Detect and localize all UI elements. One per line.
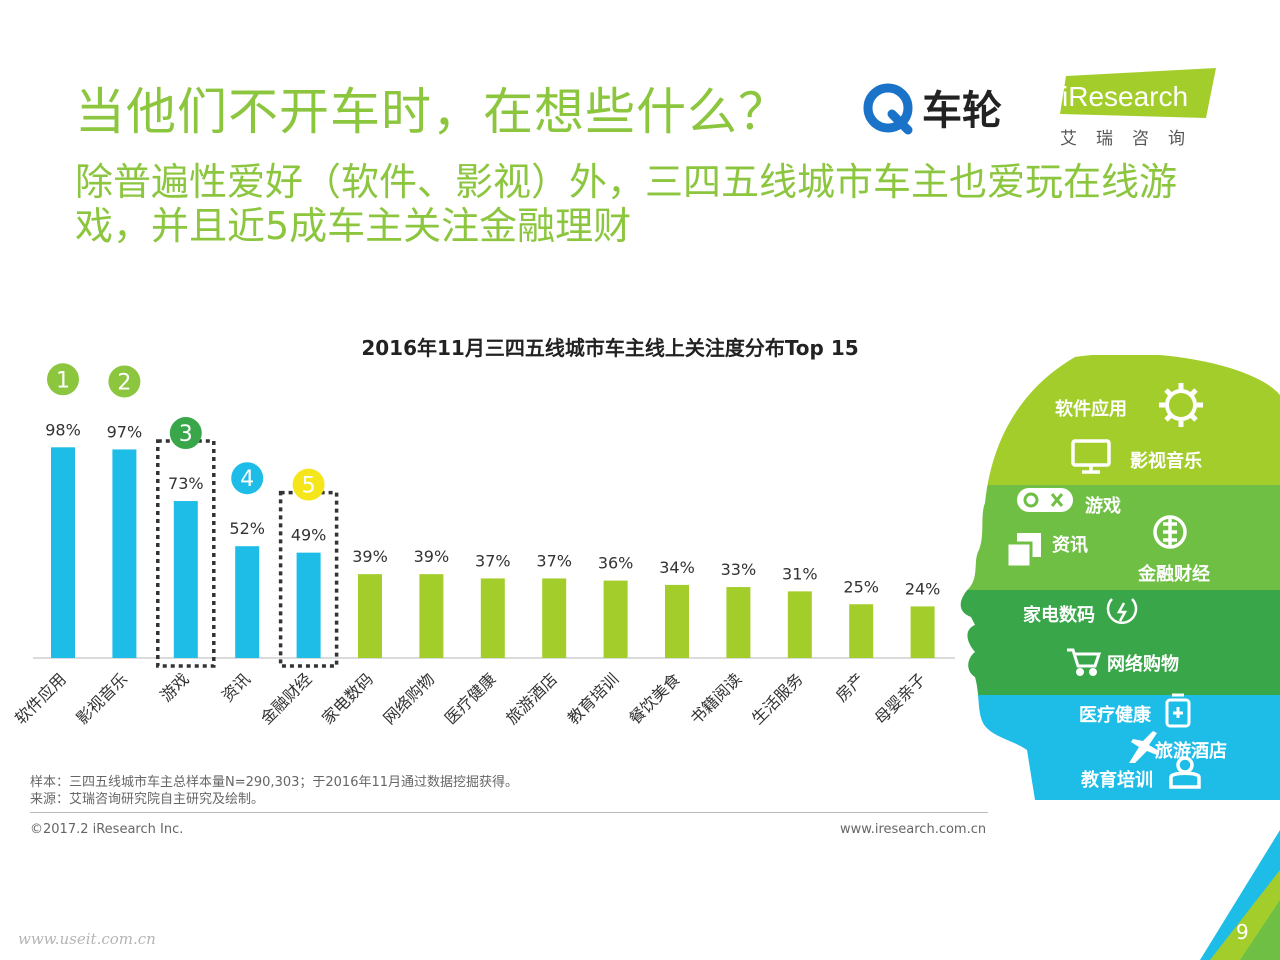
value-label-5: 39%	[352, 547, 388, 566]
bar-13	[849, 604, 874, 658]
rank-badge-4	[231, 462, 264, 495]
bar-11	[726, 587, 751, 658]
head-label-appliances: 家电数码	[1023, 605, 1095, 626]
bar-0	[51, 447, 75, 658]
sample-note: 样本：三四五线城市车主总样本量N=290,303；于2016年11月通过数据挖掘…	[30, 775, 519, 790]
category-label-9: 教育培训	[564, 669, 623, 728]
bar-14	[910, 606, 935, 658]
head-label-software: 软件应用	[1055, 399, 1127, 420]
category-label-8: 旅游酒店	[502, 669, 561, 728]
chekuang-logo-text: 车轮	[922, 88, 1002, 134]
bar-10	[665, 584, 689, 658]
watermark: www.useit.com.cn	[18, 930, 156, 948]
finance-icon	[1153, 515, 1187, 549]
monitor-icon	[1071, 439, 1111, 474]
head-label-medical: 医疗健康	[1079, 705, 1151, 726]
value-label-6: 39%	[414, 547, 450, 566]
category-label-1: 影视音乐	[73, 669, 132, 728]
rank-badge-label-4: 4	[240, 467, 254, 492]
page-number: 9	[1236, 920, 1249, 944]
source-note: 来源：艾瑞咨询研究院自主研究及绘制。	[30, 792, 265, 807]
chekuang-logo: 车轮	[862, 80, 1032, 140]
bar-12	[787, 591, 812, 658]
bar-2	[173, 501, 198, 658]
head-label-video-music: 影视音乐	[1130, 451, 1202, 472]
category-label-4: 金融财经	[257, 669, 316, 728]
copyright: ©2017.2 iResearch Inc.	[30, 822, 184, 837]
iresearch-logo-subtext: 艾瑞咨询	[1060, 129, 1204, 149]
iresearch-logo-text: iResearch	[1062, 81, 1188, 112]
rank-badge-2	[108, 365, 141, 398]
news-icon	[1005, 533, 1041, 569]
chart-notes: 样本：三四五线城市车主总样本量N=290,303；于2016年11月通过数据挖掘…	[30, 774, 518, 808]
category-label-2: 游戏	[157, 669, 193, 705]
value-label-0: 98%	[45, 420, 81, 439]
bar-6	[419, 574, 444, 658]
category-label-0: 软件应用	[11, 669, 70, 728]
bar-chart: 98% 软件应用 97% 影视音乐 73% 游戏 52% 资讯 49% 金融财经 39% 家电数码 39…	[11, 363, 955, 728]
head-label-education: 教育培训	[1081, 770, 1153, 791]
value-label-4: 49%	[291, 526, 327, 545]
value-label-10: 34%	[659, 558, 695, 577]
page-title: 当他们不开车时，在想些什么？	[75, 83, 789, 141]
rank-badge-label-5: 5	[302, 474, 316, 499]
head-label-finance: 金融财经	[1138, 564, 1210, 585]
value-label-2: 73%	[168, 474, 204, 493]
rank-badge-label-1: 1	[56, 368, 70, 393]
appliance-icon	[1106, 598, 1138, 625]
bar-3	[235, 546, 260, 658]
rank-badge-label-3: 3	[179, 422, 193, 447]
rank-badge-5	[292, 468, 325, 501]
value-label-13: 25%	[843, 577, 879, 596]
value-label-12: 31%	[782, 564, 818, 583]
value-label-9: 36%	[598, 554, 634, 573]
gamepad-icon	[1017, 488, 1073, 512]
value-label-8: 37%	[536, 551, 572, 570]
rank-badge-3	[169, 417, 202, 450]
iresearch-logo: iResearch	[1058, 66, 1218, 126]
airplane-icon	[1129, 731, 1159, 763]
cart-icon	[1067, 648, 1102, 676]
corner-decoration	[1200, 830, 1280, 960]
bar-5	[358, 574, 382, 658]
footer-divider	[30, 812, 988, 813]
category-label-3: 资讯	[218, 669, 254, 705]
chart-title: 2016年11月三四五线城市车主线上关注度分布Top 15	[361, 336, 859, 360]
category-label-6: 网络购物	[380, 669, 439, 728]
website-link[interactable]: www.iresearch.com.cn	[840, 822, 987, 837]
head-label-games: 游戏	[1085, 496, 1121, 517]
value-label-14: 24%	[905, 579, 941, 598]
category-label-14: 母婴亲子	[871, 669, 930, 728]
bar-8	[542, 578, 567, 658]
category-label-7: 医疗健康	[441, 669, 500, 728]
head-label-shopping: 网络购物	[1107, 654, 1179, 675]
value-label-11: 33%	[721, 560, 757, 579]
head-label-news: 资讯	[1052, 535, 1088, 556]
category-label-10: 餐饮美食	[625, 669, 684, 728]
category-label-13: 房产	[832, 669, 868, 705]
head-label-travel: 旅游酒店	[1155, 741, 1227, 762]
value-label-7: 37%	[475, 551, 511, 570]
rank-badge-1	[47, 363, 79, 396]
bar-7	[480, 578, 505, 658]
value-label-3: 52%	[229, 519, 265, 538]
rank-badge-label-2: 2	[117, 370, 131, 395]
category-label-5: 家电数码	[318, 669, 377, 728]
bar-9	[603, 580, 628, 658]
head-infographic: 软件应用 影视音乐 游戏 资讯 金融财经 家电数码 网络购物 医疗健康 旅游酒店…	[955, 355, 1280, 804]
medical-icon	[1165, 693, 1191, 728]
gear-icon	[1159, 383, 1203, 427]
bar-1	[112, 449, 137, 658]
page-subtitle: 除普遍性爱好（软件、影视）外，三四五线城市车主也爱玩在线游戏，并且近5成车主关注…	[75, 160, 1178, 248]
value-label-1: 97%	[107, 422, 143, 441]
category-label-12: 生活服务	[748, 669, 807, 728]
student-icon	[1169, 756, 1201, 789]
category-label-11: 书籍阅读	[687, 669, 746, 728]
bar-4	[296, 552, 321, 658]
